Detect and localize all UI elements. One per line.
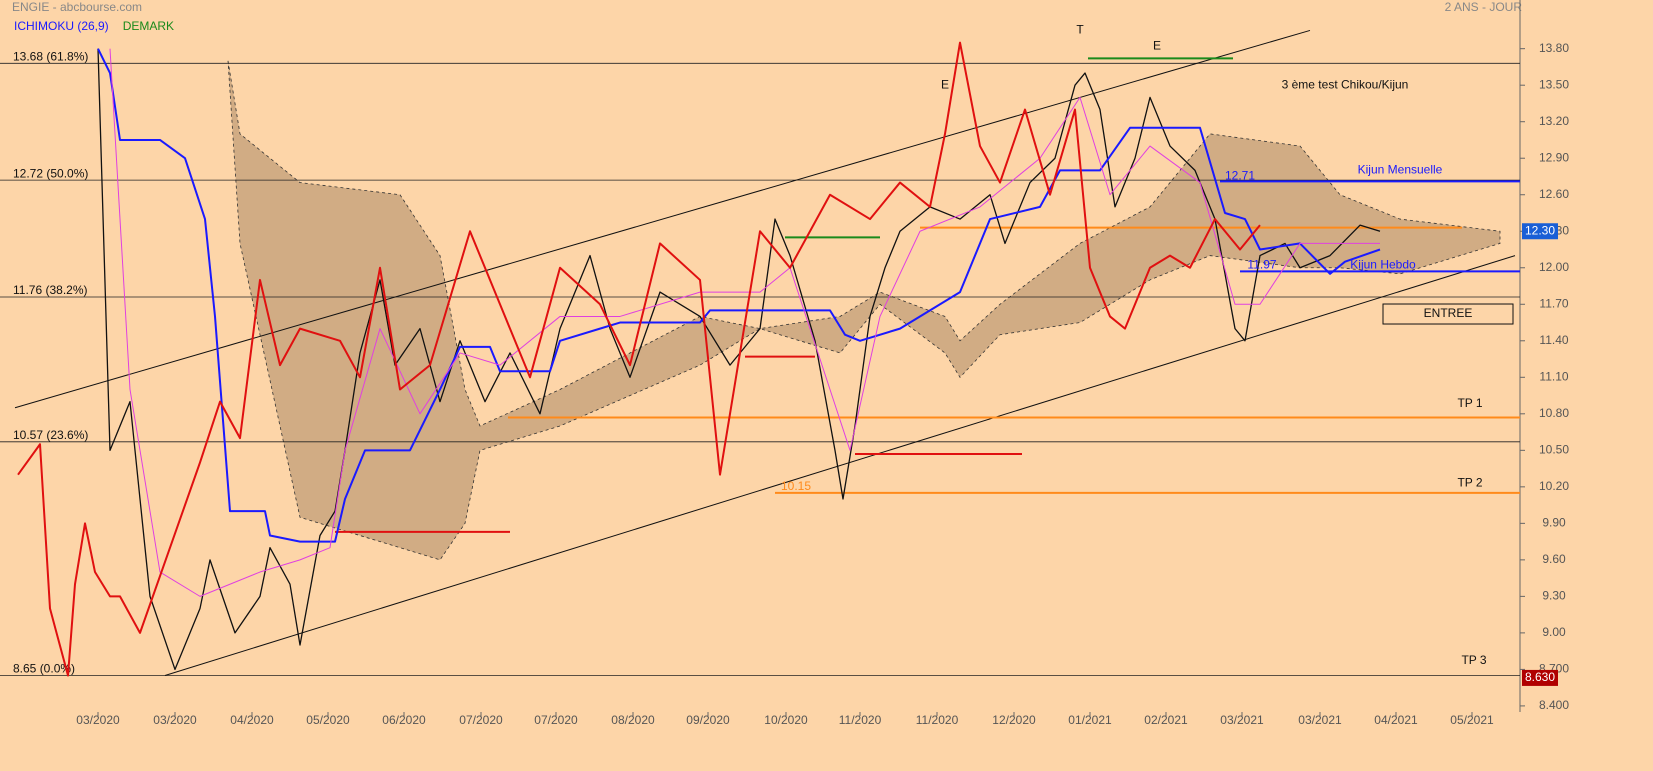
annotation: E	[1153, 38, 1161, 52]
x-tick-label: 03/2020	[76, 713, 120, 727]
x-tick-label: 07/2020	[534, 713, 578, 727]
y-tick-label: 9.00	[1542, 625, 1566, 639]
x-tick-label: 01/2021	[1068, 713, 1112, 727]
price-box	[1522, 669, 1558, 686]
x-tick-label: 05/2020	[306, 713, 350, 727]
y-tick-label: 13.20	[1539, 114, 1569, 128]
y-tick-label: 11.10	[1539, 369, 1568, 383]
fib-label: 11.76 (38.2%)	[13, 283, 88, 297]
x-tick-label: 11/2020	[916, 713, 959, 727]
fib-label: 13.68 (61.8%)	[13, 49, 88, 63]
series-line	[97, 48, 1381, 543]
x-tick-label: 11/2020	[839, 713, 882, 727]
y-tick-label: 12.60	[1539, 187, 1569, 201]
fib-label: 8.65 (0.0%)	[13, 662, 75, 676]
price-box	[1522, 223, 1558, 240]
y-tick-label: 11.70	[1539, 296, 1568, 310]
indicator-label: DEMARK	[123, 19, 174, 33]
annotation: T	[1076, 23, 1084, 37]
x-tick-label: 03/2021	[1298, 713, 1342, 727]
y-tick-label: 10.50	[1539, 442, 1569, 456]
trendline	[164, 255, 1516, 676]
price-label: 12.30	[1525, 223, 1555, 237]
y-tick-label: 12.90	[1539, 150, 1569, 164]
x-tick-label: 06/2020	[382, 713, 426, 727]
annotation: 12.71	[1225, 169, 1255, 183]
annotation-box	[1382, 303, 1514, 325]
annotation: 11.97	[1247, 257, 1276, 271]
x-tick-label: 05/2021	[1450, 713, 1494, 727]
x-tick-label: 04/2021	[1374, 713, 1418, 727]
x-tick-label: 08/2020	[611, 713, 655, 727]
annotation: TP 3	[1461, 653, 1486, 667]
x-tick-label: 09/2020	[686, 713, 730, 727]
x-tick-label: 07/2020	[459, 713, 503, 727]
y-tick-label: 9.60	[1542, 552, 1566, 566]
ichimoku-cloud	[227, 60, 1501, 561]
y-tick-label: 11.40	[1539, 333, 1568, 347]
annotation: E	[941, 77, 949, 91]
chart-title: ENGIE - abcbourse.com	[12, 0, 142, 14]
x-tick-label: 04/2020	[230, 713, 274, 727]
annotation: ENTREE	[1424, 306, 1473, 320]
annotation: Kijun Mensuelle	[1358, 163, 1443, 177]
indicator-label: ICHIMOKU (26,9)	[14, 19, 109, 33]
series-line	[109, 48, 1380, 597]
price-label: 8.630	[1525, 670, 1555, 684]
trendline	[14, 29, 1311, 409]
y-tick-label: 10.20	[1539, 479, 1569, 493]
annotation: 3 ème test Chikou/Kijun	[1282, 77, 1409, 91]
y-tick-label: 12.00	[1539, 260, 1569, 274]
series-line	[17, 41, 1261, 677]
annotation: Kijun Hebdo	[1350, 257, 1416, 271]
annotation: 10.15	[781, 479, 811, 493]
fib-label: 10.57 (23.6%)	[13, 428, 88, 442]
x-tick-label: 02/2021	[1144, 713, 1188, 727]
annotation: TP 2	[1457, 475, 1482, 489]
chart-subtitle: 2 ANS - JOUR	[1445, 0, 1523, 14]
y-tick-label: 13.80	[1539, 41, 1569, 55]
y-tick-label: 8.400	[1539, 698, 1569, 712]
series-line	[97, 48, 1381, 671]
y-tick-label: 13.50	[1539, 77, 1569, 91]
y-tick-label: 10.80	[1539, 406, 1569, 420]
x-tick-label: 12/2020	[992, 713, 1036, 727]
y-tick-label: 9.90	[1542, 516, 1566, 530]
x-tick-label: 03/2020	[153, 713, 197, 727]
x-tick-label: 03/2021	[1220, 713, 1264, 727]
y-tick-label: 9.30	[1542, 589, 1566, 603]
annotation: TP 1	[1457, 396, 1482, 410]
fib-label: 12.72 (50.0%)	[13, 166, 88, 180]
x-tick-label: 10/2020	[764, 713, 808, 727]
